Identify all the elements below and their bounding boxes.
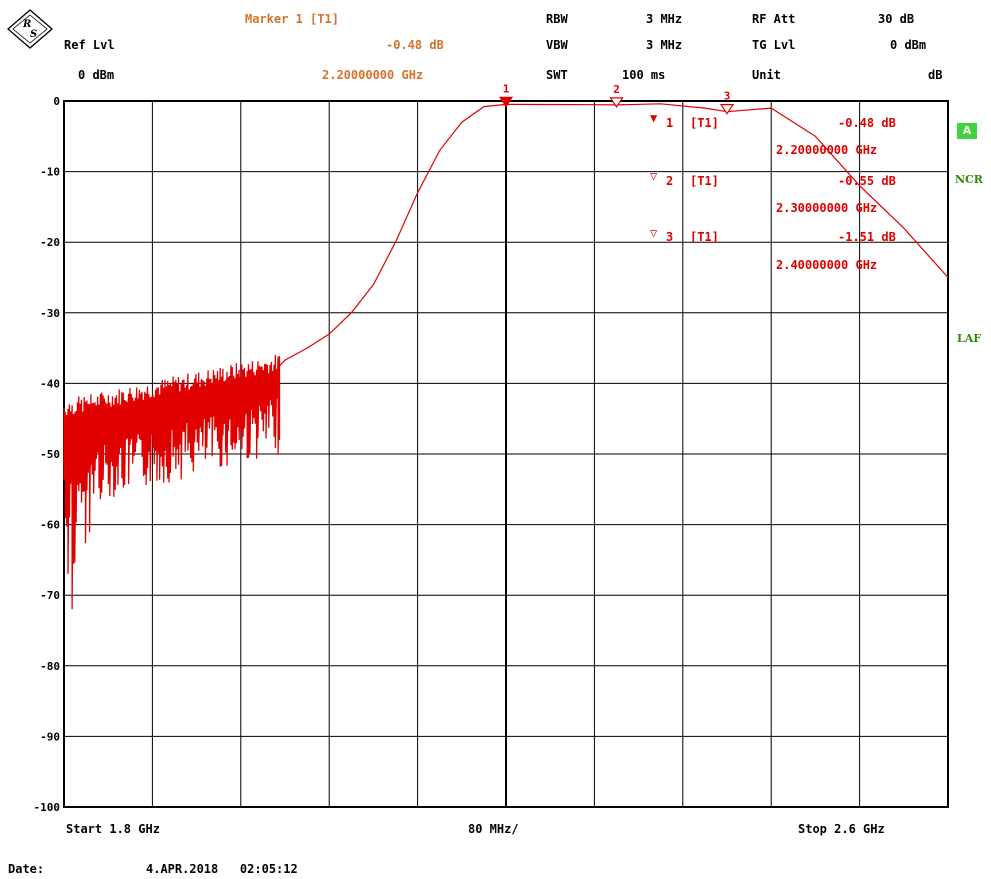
- unit-label: Unit: [752, 68, 781, 82]
- ncr-label: NCR: [955, 173, 983, 186]
- marker-2-triangle: [609, 97, 624, 108]
- y-tick-label: -30: [40, 307, 60, 320]
- marker-frequency: 2.20000000 GHz: [322, 68, 424, 82]
- y-tick-label: 0: [53, 95, 60, 108]
- ref-lvl-value: 0 dBm: [78, 68, 115, 82]
- marker-3-trace: [T1]: [690, 230, 719, 244]
- rf-att-value: 30 dB: [878, 12, 915, 26]
- rf-att-label: RF Att: [752, 12, 796, 26]
- start-frequency: Start 1.8 GHz: [66, 822, 160, 836]
- marker-2-trace: [T1]: [690, 174, 719, 188]
- trace-noise-region: [63, 354, 281, 610]
- marker-1-label: 1: [503, 82, 510, 95]
- vbw-label: VBW: [546, 38, 568, 52]
- marker-1-trace: [T1]: [690, 116, 719, 130]
- ref-lvl-label: Ref Lvl: [64, 38, 115, 52]
- swt-value: 100 ms: [622, 68, 666, 82]
- marker-level: -0.48 dB: [386, 38, 444, 52]
- tg-lvl-value: 0 dBm: [890, 38, 927, 52]
- vbw-value: 3 MHz: [646, 38, 683, 52]
- y-tick-label: -50: [40, 448, 60, 461]
- y-tick-label: -100: [34, 801, 61, 814]
- y-tick-label: -90: [40, 730, 60, 743]
- marker-2-index: 2: [666, 174, 674, 188]
- marker-3-triangle: [719, 104, 735, 115]
- y-tick-label: -70: [40, 589, 60, 602]
- y-tick-label: -60: [40, 519, 60, 532]
- stop-frequency: Stop 2.6 GHz: [798, 822, 885, 836]
- unit-value: dB: [928, 68, 943, 82]
- marker-2-symbol: ▽: [650, 169, 658, 183]
- marker-1-level: -0.48 dB: [838, 116, 896, 130]
- marker-3-frequency: 2.40000000 GHz: [776, 258, 878, 272]
- svg-text:S: S: [30, 29, 37, 40]
- rbw-value: 3 MHz: [646, 12, 683, 26]
- marker-1-frequency: 2.20000000 GHz: [776, 143, 878, 157]
- marker-title: Marker 1 [T1]: [245, 12, 339, 26]
- date-value: 4.APR.2018 02:05:12: [146, 862, 298, 876]
- laf-label: LAF: [957, 332, 982, 345]
- rbw-label: RBW: [546, 12, 568, 26]
- date-label: Date:: [8, 862, 45, 876]
- y-tick-label: -40: [40, 377, 60, 390]
- marker-1-symbol: ▼: [650, 111, 658, 125]
- marker-2-level: -0.55 dB: [838, 174, 896, 188]
- marker-3-index: 3: [666, 230, 674, 244]
- swt-label: SWT: [546, 68, 568, 82]
- marker-1-triangle: [498, 96, 514, 108]
- marker-3-level: -1.51 dB: [838, 230, 896, 244]
- marker-3-label: 3: [724, 90, 731, 103]
- y-tick-label: -20: [40, 236, 60, 249]
- trace-a-badge[interactable]: A: [957, 123, 977, 139]
- marker-3-symbol: ▽: [650, 226, 658, 240]
- marker-2-label: 2: [613, 83, 620, 96]
- marker-2-frequency: 2.30000000 GHz: [776, 201, 878, 215]
- marker-1-index: 1: [666, 116, 674, 130]
- tg-lvl-label: TG Lvl: [752, 38, 796, 52]
- rohde-schwarz-logo-icon: R S: [7, 9, 53, 49]
- span-per-division: 80 MHz/: [468, 822, 519, 836]
- svg-text:R: R: [22, 19, 31, 30]
- y-tick-label: -80: [40, 660, 60, 673]
- y-tick-label: -10: [40, 166, 60, 179]
